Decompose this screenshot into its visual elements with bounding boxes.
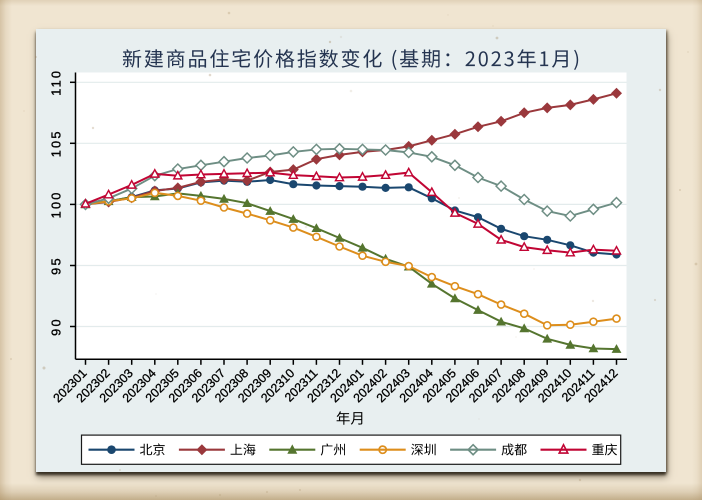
svg-text:90: 90 [49,317,64,336]
svg-text:110: 110 [49,68,64,95]
svg-text:100: 100 [49,190,64,218]
svg-text:105: 105 [49,129,64,157]
svg-text:95: 95 [49,256,64,275]
